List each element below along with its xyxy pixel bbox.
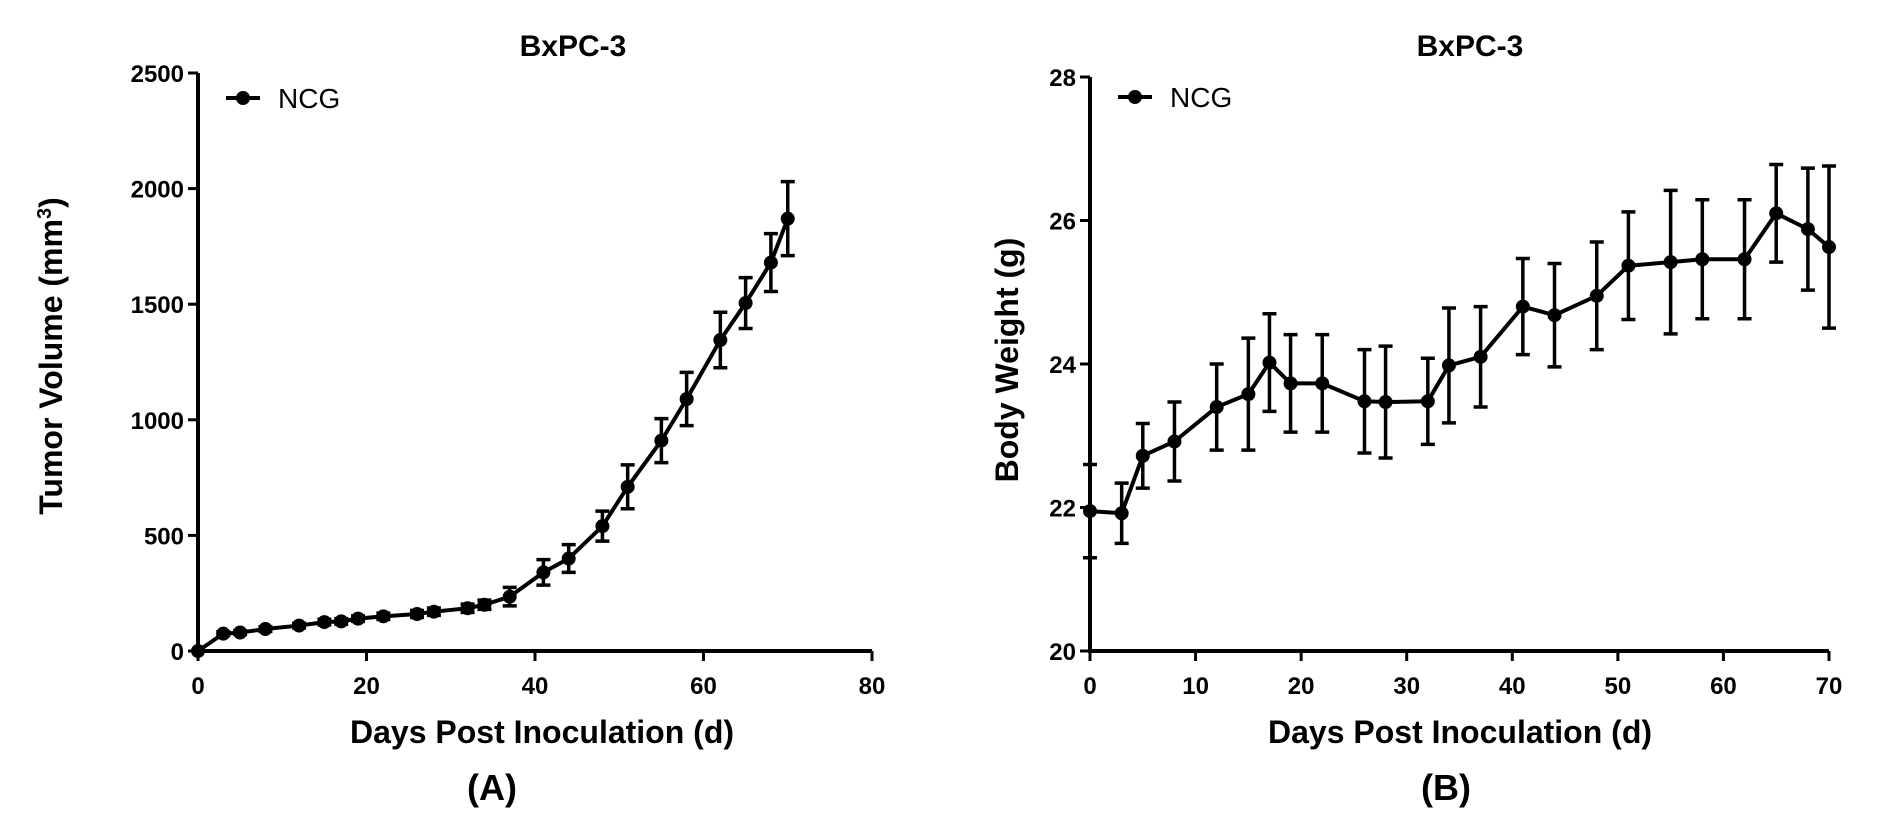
panel-a-y-axis-label-end: ) [33, 197, 69, 208]
panel-b-x-tick-label: 0 [1083, 673, 1096, 700]
panel-a-x-tick-label: 0 [191, 673, 204, 700]
panel-b-legend-label: NCG [1170, 82, 1232, 113]
panel-a-y-tick-label: 0 [171, 639, 184, 666]
panel-a-data-point [292, 618, 307, 633]
panel-b-data-point [1135, 448, 1150, 463]
panel-a-x-tick-label: 80 [859, 673, 886, 700]
panel-a-data-point [679, 391, 694, 406]
panel-a-y-tick-label: 1000 [131, 408, 184, 435]
panel-a-y-axis-label-sup: 3 [34, 208, 56, 219]
panel-b-data-point [1441, 358, 1456, 373]
panel-b-x-tick-label: 20 [1288, 673, 1315, 700]
panel-b-data-point [1769, 206, 1784, 221]
panel-b-data-point [1357, 394, 1372, 409]
panel-b-y-tick-label: 26 [1049, 209, 1076, 236]
panel-a-data-point [426, 604, 441, 619]
panel-a-legend-marker [236, 91, 250, 105]
panel-a-y-tick-label: 2500 [131, 61, 184, 88]
panel-b-legend: NCG [1118, 82, 1232, 113]
panel-b-title: BxPC-3 [1417, 30, 1524, 63]
panel-a-data [191, 179, 795, 658]
panel-a-data-point [191, 644, 205, 658]
panel-a-legend-label: NCG [278, 83, 340, 114]
panel-b-data-point [1589, 288, 1604, 303]
panel-a-data-point [620, 479, 635, 494]
panel-b-y-axis-label: Body Weight (g) [989, 238, 1025, 483]
panel-b-x-tick-label: 10 [1182, 673, 1209, 700]
panel-b-series-line [1089, 211, 1831, 516]
panel-b-data [1083, 162, 1836, 560]
panel-a-y-tick-label: 2000 [131, 177, 184, 204]
panel-a-series-line [196, 217, 790, 653]
panel-b-data-point [1663, 255, 1678, 270]
panel-a-y-tick-label: 1500 [131, 292, 184, 319]
panel-b-data-point [1167, 434, 1182, 449]
panel-b-x-tick-label: 60 [1710, 673, 1737, 700]
panel-a-data-point [410, 607, 425, 622]
panel-b-data-point [1800, 222, 1815, 237]
panel-b-x-tick-label: 30 [1393, 673, 1420, 700]
panel-b-y-tick-label: 28 [1049, 65, 1076, 92]
panel-b-x-axis-label: Days Post Inoculation (d) [1268, 714, 1652, 750]
panel-b-x-tick-label: 50 [1605, 673, 1632, 700]
panel-a-data-point [763, 255, 778, 270]
panel-b-data-point [1515, 299, 1530, 314]
panel-a-data-point [477, 597, 492, 612]
panel-a-legend: NCG [226, 83, 340, 114]
panel-a-x-tick-label: 20 [353, 673, 380, 700]
panel-b-y-tick-label: 24 [1049, 352, 1076, 379]
panel-a-data-point [502, 589, 517, 604]
panel-b-x-tick-label: 70 [1816, 673, 1843, 700]
panel-b-data-point [1822, 240, 1836, 255]
panel-b-data-point [1378, 395, 1393, 410]
panel-b-data-point [1241, 387, 1256, 402]
panel-a-data-point [561, 551, 576, 566]
panel-a-data-point [258, 622, 273, 637]
panel-b-data-point [1315, 376, 1330, 391]
panel-b-data-point [1209, 400, 1224, 415]
panel-a-title: BxPC-3 [520, 30, 627, 63]
panel-b-data-point [1473, 349, 1488, 364]
panel-a-tumor-volume-chart: BxPC-3 Days Post Inoculation (d) Tumor V… [33, 30, 885, 808]
panel-a-data-point [536, 565, 551, 580]
panel-b-legend-marker [1128, 90, 1142, 104]
panel-a-data-point [317, 615, 332, 630]
panel-a-x-tick-label: 40 [522, 673, 549, 700]
panel-b-label: (B) [1421, 767, 1471, 808]
panel-a-data-point [780, 211, 795, 226]
panel-b-data-point [1737, 252, 1752, 267]
panel-b-data-point [1083, 504, 1097, 519]
panel-a-data-point [376, 609, 391, 624]
panel-a-data-point [595, 519, 610, 534]
panel-a-data-point [351, 611, 366, 626]
panel-a-label: (A) [467, 767, 517, 808]
panel-b-body-weight-chart: BxPC-3 Days Post Inoculation (d) Body We… [989, 30, 1842, 808]
panel-b-data-point [1695, 252, 1710, 267]
panel-a-x-tick-label: 60 [690, 673, 717, 700]
panel-b-x-tick-label: 40 [1499, 673, 1526, 700]
panel-a-y-axis-label-main: Tumor Volume (mm [33, 219, 69, 515]
panel-b-ticks: 0 10 20 30 40 50 60 70 20 22 24 26 28 [1049, 65, 1842, 700]
panel-a-y-tick-label: 500 [144, 523, 184, 550]
panel-a-data-point [216, 626, 231, 641]
panel-a-ticks: 0 20 40 60 80 0 500 1000 1500 2000 2500 [131, 61, 886, 700]
panel-b-data-point [1621, 258, 1636, 273]
panel-a-data-point [233, 625, 248, 640]
panel-b-data-point [1283, 376, 1298, 391]
panel-a-x-axis-label: Days Post Inoculation (d) [350, 714, 734, 750]
panel-a-data-point [738, 296, 753, 311]
panel-b-data-point [1114, 506, 1129, 521]
panel-a-data-point [654, 433, 669, 448]
panel-b-y-tick-label: 20 [1049, 639, 1076, 666]
panel-a-data-point [460, 601, 475, 616]
panel-a-data-point [334, 614, 349, 629]
panel-a-y-axis-label: Tumor Volume (mm3) [33, 197, 69, 515]
panel-b-data-point [1420, 394, 1435, 409]
panel-b-y-tick-label: 22 [1049, 496, 1076, 523]
panel-b-data-point [1262, 355, 1277, 370]
panel-a-data-point [713, 333, 728, 348]
panel-b-data-point [1547, 308, 1562, 323]
